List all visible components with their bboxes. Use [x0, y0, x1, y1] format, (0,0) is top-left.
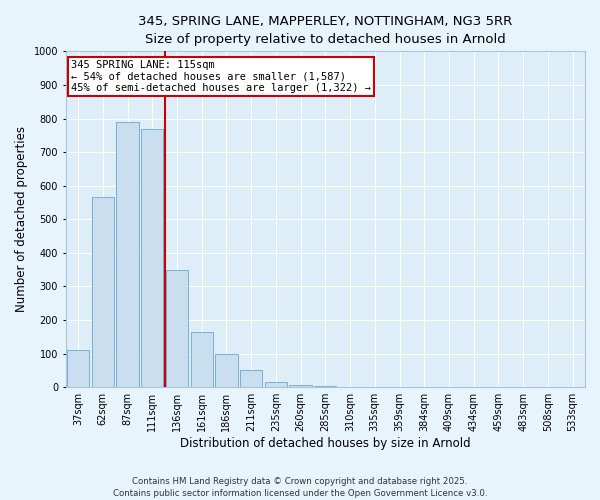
Bar — [166, 270, 188, 387]
Bar — [215, 354, 238, 387]
Bar — [314, 386, 337, 387]
X-axis label: Distribution of detached houses by size in Arnold: Distribution of detached houses by size … — [180, 437, 470, 450]
Title: 345, SPRING LANE, MAPPERLEY, NOTTINGHAM, NG3 5RR
Size of property relative to de: 345, SPRING LANE, MAPPERLEY, NOTTINGHAM,… — [138, 15, 512, 46]
Bar — [240, 370, 262, 387]
Bar — [116, 122, 139, 387]
Bar — [339, 386, 361, 387]
Text: 345 SPRING LANE: 115sqm
← 54% of detached houses are smaller (1,587)
45% of semi: 345 SPRING LANE: 115sqm ← 54% of detache… — [71, 60, 371, 93]
Text: Contains HM Land Registry data © Crown copyright and database right 2025.
Contai: Contains HM Land Registry data © Crown c… — [113, 476, 487, 498]
Bar — [289, 384, 312, 387]
Bar — [67, 350, 89, 387]
Bar — [191, 332, 213, 387]
Y-axis label: Number of detached properties: Number of detached properties — [15, 126, 28, 312]
Bar — [141, 128, 163, 387]
Bar — [92, 198, 114, 387]
Bar — [265, 382, 287, 387]
